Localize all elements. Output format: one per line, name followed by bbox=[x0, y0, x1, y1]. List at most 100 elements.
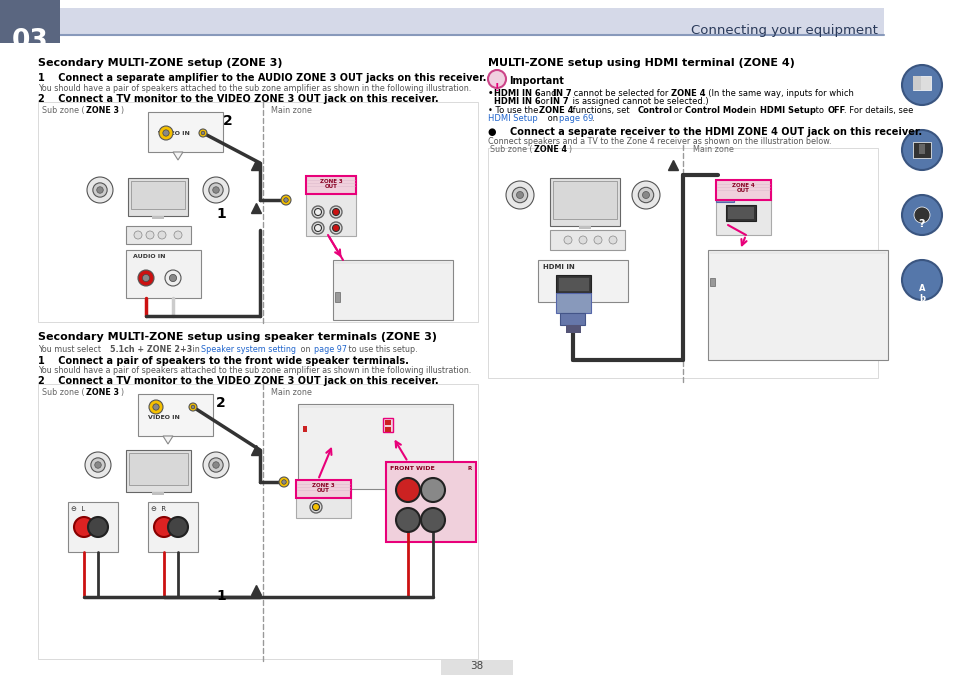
Circle shape bbox=[213, 187, 219, 193]
Circle shape bbox=[638, 187, 653, 202]
Circle shape bbox=[563, 236, 572, 244]
Circle shape bbox=[209, 458, 223, 472]
Circle shape bbox=[199, 129, 207, 137]
Text: FRONT WIDE: FRONT WIDE bbox=[390, 466, 435, 471]
Circle shape bbox=[165, 270, 181, 286]
Circle shape bbox=[201, 131, 205, 135]
Text: in: in bbox=[190, 345, 202, 354]
Bar bbox=[537, 260, 627, 302]
Circle shape bbox=[92, 183, 107, 197]
Text: 2: 2 bbox=[223, 114, 233, 128]
Circle shape bbox=[641, 192, 649, 198]
Text: IN 7: IN 7 bbox=[553, 89, 571, 98]
Bar bbox=[131, 181, 185, 209]
Text: MULTI-ZONE setup using HDMI terminal (ZONE 4): MULTI-ZONE setup using HDMI terminal (ZO… bbox=[488, 58, 794, 68]
Text: •: • bbox=[488, 89, 496, 98]
Text: AUDIO IN: AUDIO IN bbox=[132, 254, 165, 259]
Polygon shape bbox=[172, 152, 183, 160]
Text: ⊖  L: ⊖ L bbox=[71, 506, 85, 512]
Text: ZONE 4: ZONE 4 bbox=[538, 106, 573, 115]
Circle shape bbox=[152, 404, 159, 410]
Circle shape bbox=[420, 478, 444, 502]
Text: HDMI IN 6: HDMI IN 6 bbox=[494, 97, 540, 106]
Circle shape bbox=[159, 126, 172, 140]
Text: . (In the same way, inputs for which: . (In the same way, inputs for which bbox=[702, 89, 856, 98]
Bar bbox=[912, 76, 920, 90]
Text: Control Mode: Control Mode bbox=[684, 106, 748, 115]
Bar bbox=[60, 8, 883, 35]
Bar bbox=[148, 502, 198, 552]
Bar bbox=[716, 188, 733, 202]
Text: Secondary MULTI-ZONE setup using speaker terminals (ZONE 3): Secondary MULTI-ZONE setup using speaker… bbox=[38, 332, 436, 342]
Circle shape bbox=[333, 225, 339, 232]
Text: Speaker system setting: Speaker system setting bbox=[201, 345, 295, 354]
Text: A
b: A b bbox=[918, 284, 924, 303]
Bar bbox=[126, 450, 191, 492]
Bar bbox=[152, 492, 164, 495]
Bar bbox=[553, 181, 617, 219]
Bar bbox=[559, 313, 584, 325]
Circle shape bbox=[74, 517, 94, 537]
Text: to use this setup.: to use this setup. bbox=[346, 345, 417, 354]
Circle shape bbox=[313, 504, 319, 510]
Bar bbox=[152, 216, 164, 219]
Text: functions, set: functions, set bbox=[569, 106, 632, 115]
Text: 5.1ch + ZONE 2+3: 5.1ch + ZONE 2+3 bbox=[110, 345, 193, 354]
Bar bbox=[565, 325, 580, 333]
Circle shape bbox=[314, 225, 321, 232]
Circle shape bbox=[330, 206, 341, 218]
Circle shape bbox=[203, 452, 229, 478]
Text: ZONE 3: ZONE 3 bbox=[319, 179, 342, 184]
Circle shape bbox=[170, 275, 176, 281]
Text: Important: Important bbox=[509, 76, 563, 86]
Text: to: to bbox=[812, 106, 825, 115]
Text: Sub zone (: Sub zone ( bbox=[490, 145, 532, 154]
Circle shape bbox=[901, 260, 941, 300]
Text: • To use the: • To use the bbox=[488, 106, 540, 115]
Text: !: ! bbox=[495, 83, 498, 93]
Bar bbox=[386, 462, 476, 542]
Text: HDMI Setup: HDMI Setup bbox=[760, 106, 815, 115]
Text: HDMI IN 6: HDMI IN 6 bbox=[494, 89, 540, 98]
Bar bbox=[912, 76, 930, 90]
Circle shape bbox=[281, 480, 286, 484]
Circle shape bbox=[283, 198, 288, 202]
Circle shape bbox=[608, 236, 617, 244]
Bar bbox=[306, 176, 355, 236]
Text: page 97: page 97 bbox=[314, 345, 347, 354]
Text: 38: 38 bbox=[470, 661, 483, 671]
Circle shape bbox=[85, 452, 111, 478]
Text: R: R bbox=[468, 466, 472, 471]
Text: You must select: You must select bbox=[38, 345, 103, 354]
Text: Connecting your equipment: Connecting your equipment bbox=[690, 24, 877, 37]
Circle shape bbox=[191, 405, 194, 409]
Bar bbox=[306, 176, 355, 194]
Circle shape bbox=[488, 70, 505, 88]
Bar bbox=[38, 102, 477, 322]
Circle shape bbox=[314, 209, 321, 215]
Bar bbox=[297, 404, 453, 489]
Text: OFF: OFF bbox=[827, 106, 845, 115]
Bar bbox=[333, 260, 453, 320]
Circle shape bbox=[512, 187, 527, 202]
Circle shape bbox=[87, 177, 112, 203]
Text: ): ) bbox=[567, 145, 571, 154]
Text: . For details, see: . For details, see bbox=[843, 106, 915, 115]
Bar bbox=[335, 292, 339, 302]
Text: ZONE 3: ZONE 3 bbox=[86, 388, 119, 397]
Circle shape bbox=[516, 192, 523, 198]
Circle shape bbox=[94, 462, 101, 468]
Circle shape bbox=[133, 231, 142, 239]
Circle shape bbox=[213, 462, 219, 468]
Bar bbox=[550, 230, 624, 250]
Circle shape bbox=[203, 177, 229, 203]
Bar bbox=[126, 226, 191, 244]
Circle shape bbox=[189, 403, 196, 411]
Bar bbox=[488, 148, 877, 378]
Circle shape bbox=[901, 130, 941, 170]
Circle shape bbox=[278, 477, 289, 487]
Text: ZONE 3: ZONE 3 bbox=[86, 106, 119, 115]
Text: is assigned cannot be selected.): is assigned cannot be selected.) bbox=[569, 97, 708, 106]
Text: and: and bbox=[537, 89, 558, 98]
Bar bbox=[128, 178, 188, 216]
